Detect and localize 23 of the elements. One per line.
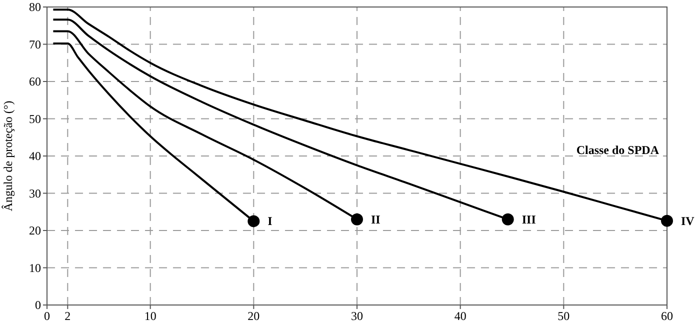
y-tick-label: 50 — [29, 112, 41, 126]
y-tick-label: 30 — [29, 186, 41, 200]
y-tick-label: 20 — [29, 224, 41, 238]
annotation: Classe do SPDA — [576, 143, 660, 157]
x-tick-label: 60 — [661, 309, 673, 323]
y-tick-label: 60 — [29, 74, 41, 88]
series-label: II — [371, 212, 381, 226]
x-tick-label: 0 — [44, 309, 50, 323]
x-tick-label: 10 — [144, 309, 156, 323]
y-tick-label: 0 — [35, 298, 41, 312]
x-tick-label: 20 — [248, 309, 260, 323]
series-label: III — [522, 212, 536, 226]
y-tick-label: 80 — [29, 0, 41, 14]
x-tick-label: 2 — [64, 309, 71, 323]
x-tick-label: 40 — [454, 309, 466, 323]
y-tick-label: 10 — [29, 260, 41, 275]
x-tick-label: 30 — [351, 309, 363, 323]
series-label: IV — [681, 214, 695, 228]
y-tick-label: 70 — [29, 37, 41, 52]
x-tick-label: 50 — [558, 309, 570, 323]
y-tick-label: 40 — [29, 149, 41, 163]
y-axis-title: Ângulo de proteção (°) — [1, 100, 15, 212]
series-label: I — [268, 214, 273, 228]
